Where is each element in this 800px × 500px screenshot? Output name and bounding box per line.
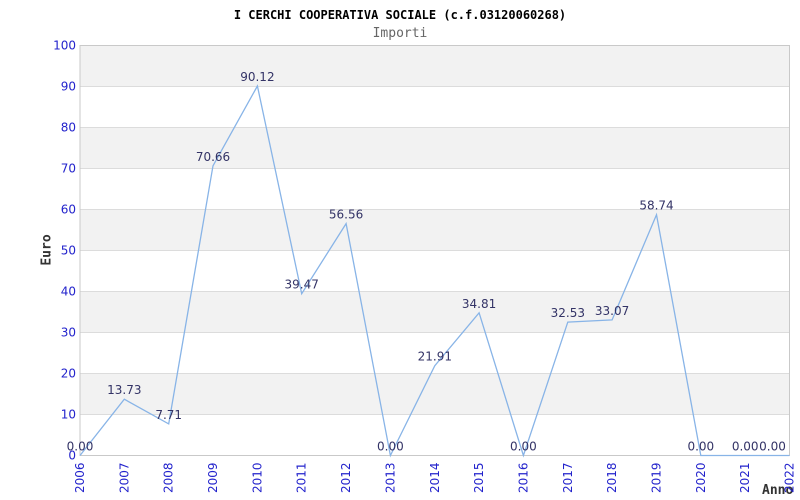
x-tick-label: 2013 (383, 463, 397, 494)
x-tick-label: 2010 (250, 463, 264, 494)
x-tick-label: 2018 (605, 463, 619, 494)
point-label: 0.00 (732, 440, 759, 454)
point-label: 0.00 (67, 440, 94, 454)
data-line (79, 84, 790, 458)
y-tick-label: 70 (61, 162, 76, 176)
x-tick-label: 2016 (516, 463, 530, 494)
point-label: 90.12 (240, 70, 274, 84)
point-label: 0.00 (510, 440, 537, 454)
point-label: 39.47 (285, 278, 319, 292)
point-label: 58.74 (639, 199, 673, 213)
y-tick-label: 80 (61, 121, 76, 135)
plot-band (80, 291, 790, 333)
point-label: 7.71 (155, 408, 182, 422)
x-tick-label: 2006 (73, 463, 87, 494)
chart-title: I CERCHI COOPERATIVA SOCIALE (c.f.031200… (233, 8, 567, 22)
y-tick-label: 100 (53, 39, 76, 53)
y-tick-label: 30 (61, 326, 76, 340)
point-label: 70.66 (196, 150, 230, 164)
y-tick-label: 10 (61, 408, 76, 422)
x-tick-label: 2017 (561, 463, 575, 494)
x-tick-label: 2011 (295, 463, 309, 494)
point-label: 0.00 (687, 440, 714, 454)
point-label: 33.07 (595, 304, 629, 318)
plot-band (80, 127, 790, 169)
y-tick-label: 0 (68, 449, 76, 463)
plot-band (80, 209, 790, 251)
chart-subtitle: Importi (372, 26, 428, 41)
x-tick-label: 2015 (472, 462, 486, 493)
x-tick-label: 2019 (650, 463, 664, 494)
x-tick-label: 2014 (428, 463, 442, 494)
y-tick-label: 90 (61, 80, 76, 94)
y-tick-label: 40 (61, 285, 76, 299)
x-tick-label: 2008 (162, 463, 176, 494)
plot-band (80, 45, 790, 87)
y-tick-label: 20 (61, 367, 76, 381)
x-tick-label: 2007 (117, 463, 131, 494)
y-tick-label: 60 (61, 203, 76, 217)
plot-band (80, 373, 790, 415)
point-label: 0.00 (377, 440, 404, 454)
point-label: 56.56 (329, 208, 363, 222)
point-label: 0.00 (759, 440, 786, 454)
x-tick-label: 2021 (738, 463, 752, 494)
x-axis-title: Anno (762, 483, 794, 498)
x-tick-label: 2009 (206, 463, 220, 494)
x-tick-label: 2012 (339, 463, 353, 494)
x-tick-label: 2022 (783, 463, 797, 494)
y-tick-label: 50 (61, 244, 76, 258)
point-label: 34.81 (462, 297, 496, 311)
point-label: 32.53 (551, 306, 585, 320)
point-label: 13.73 (107, 383, 141, 397)
x-tick-label: 2020 (694, 463, 708, 494)
plot-border (79, 45, 790, 456)
point-label: 21.91 (418, 350, 452, 364)
